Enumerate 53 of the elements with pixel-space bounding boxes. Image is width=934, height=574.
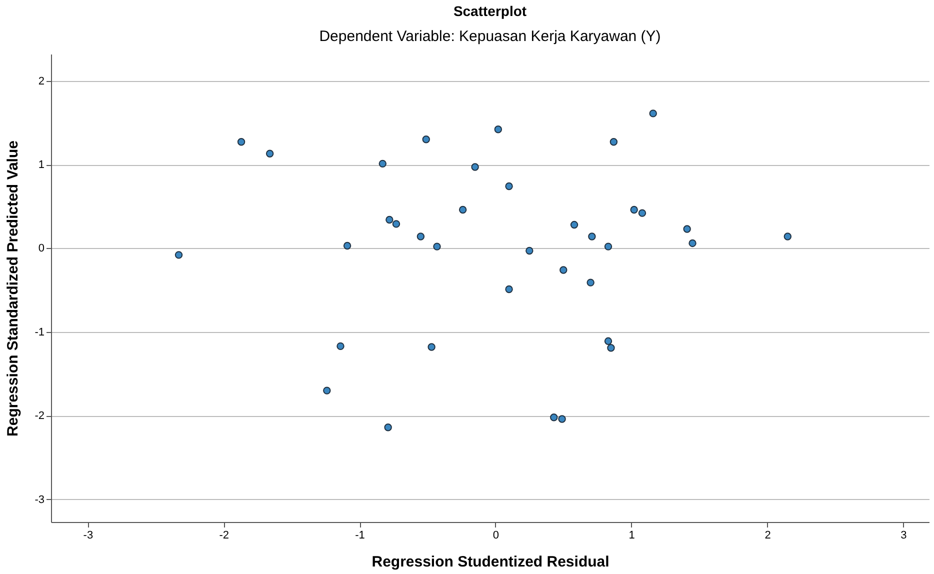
y-tick-label: -2: [34, 410, 44, 422]
point: [558, 415, 566, 423]
chart-title: Scatterplot: [453, 3, 527, 19]
x-axis-title: Regression Studentized Residual: [372, 554, 610, 570]
point: [683, 225, 691, 233]
y-tick-label: 1: [38, 159, 44, 172]
point: [688, 239, 696, 248]
y-tick-label: -1: [34, 326, 44, 338]
x-tick-label: 0: [492, 530, 499, 542]
x-tick-label: -3: [83, 530, 94, 542]
point: [343, 242, 352, 250]
point: [494, 126, 502, 134]
point: [505, 285, 513, 294]
point: [505, 182, 513, 190]
x-tick-label: 2: [764, 530, 771, 542]
point: [458, 206, 467, 214]
point: [560, 266, 568, 274]
point: [471, 163, 479, 171]
point: [392, 220, 400, 228]
point: [237, 138, 246, 146]
point: [610, 138, 618, 146]
point: [266, 150, 274, 158]
y-tick-label: 0: [38, 242, 44, 255]
point: [174, 251, 183, 259]
point: [323, 386, 331, 394]
point: [526, 246, 534, 255]
y-tick-label: 2: [38, 75, 44, 88]
point: [378, 160, 386, 168]
y-axis-title: Regression Standardized Predicted Value: [4, 140, 22, 436]
point: [416, 232, 425, 240]
point: [386, 216, 394, 224]
point: [604, 242, 612, 250]
x-tick-label: 1: [628, 530, 635, 542]
x-tick-label: -2: [219, 530, 229, 542]
point: [784, 232, 792, 240]
point: [336, 342, 344, 350]
x-tick-label: 3: [900, 530, 907, 542]
point: [638, 209, 646, 217]
point: [550, 414, 558, 422]
point: [630, 206, 638, 214]
point: [607, 344, 615, 352]
y-tick-label: -3: [34, 494, 44, 506]
x-tick-label: -1: [355, 530, 365, 542]
point: [649, 110, 657, 118]
point: [433, 242, 441, 250]
point: [586, 278, 594, 286]
point: [422, 136, 430, 144]
point: [570, 220, 578, 229]
point: [428, 343, 436, 351]
point: [588, 232, 596, 240]
point: [384, 424, 392, 432]
point: [604, 337, 612, 346]
chart-subtitle: Dependent Variable: Kepuasan Kerja Karyawan (Y): [319, 28, 661, 45]
